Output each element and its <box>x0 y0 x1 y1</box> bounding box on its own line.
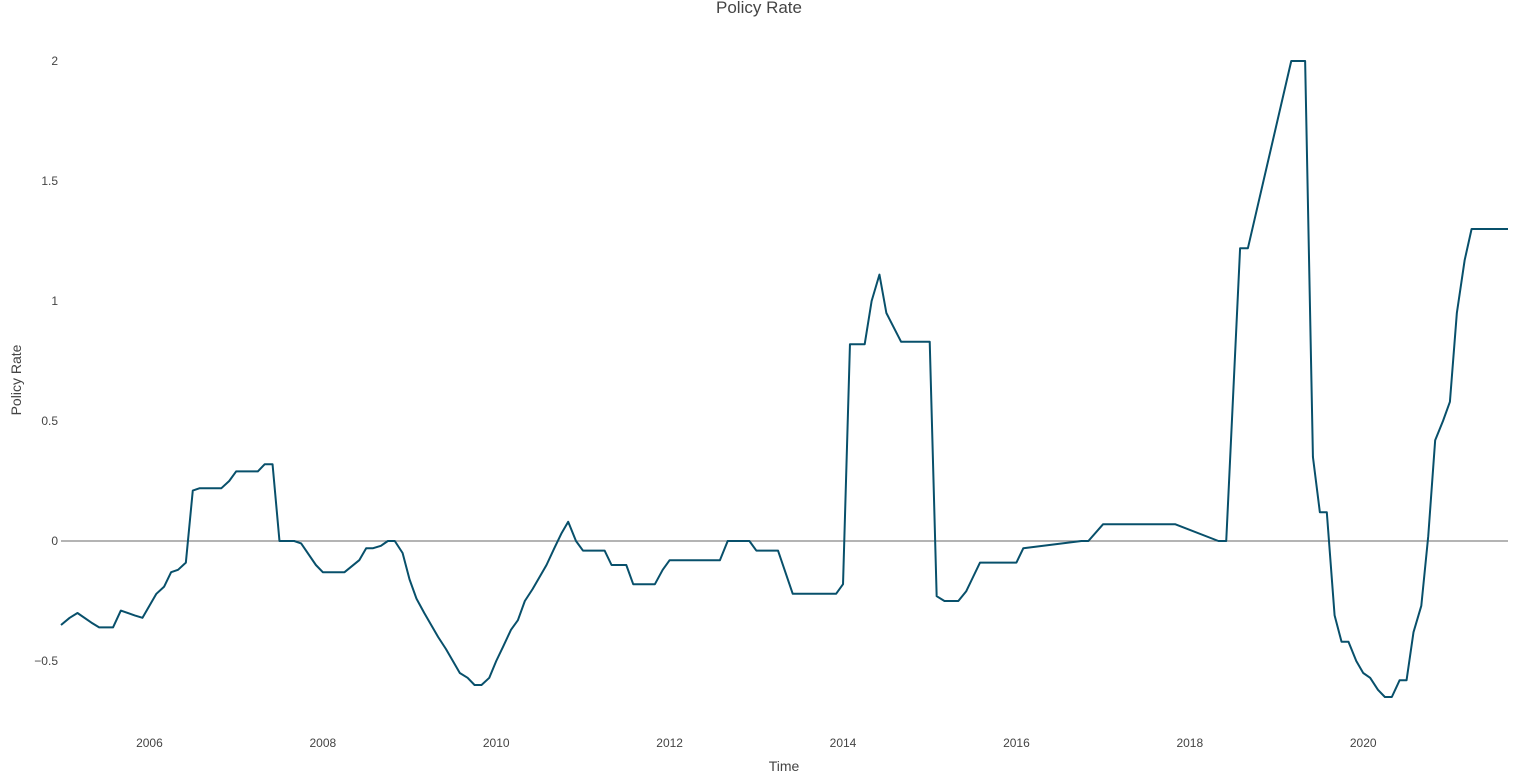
x-tick-label: 2012 <box>656 736 683 750</box>
y-axis-ticks: 2 1.5 1 0.5 0 −0.5 <box>34 54 58 668</box>
x-axis-ticks: 2006 2008 2010 2012 2014 2016 2018 2020 <box>136 736 1377 750</box>
y-tick-label: 0 <box>51 534 58 548</box>
y-tick-label: 0.5 <box>41 414 58 428</box>
y-tick-label: −0.5 <box>34 654 58 668</box>
x-tick-label: 2020 <box>1350 736 1377 750</box>
x-tick-label: 2014 <box>830 736 857 750</box>
x-tick-label: 2018 <box>1176 736 1203 750</box>
plot-area <box>60 60 1508 698</box>
y-tick-label: 2 <box>51 54 58 68</box>
chart-title: Policy Rate <box>716 0 802 17</box>
y-axis-label: Policy Rate <box>8 344 24 415</box>
y-tick-label: 1 <box>51 294 58 308</box>
policy-rate-series-line <box>60 60 1508 698</box>
x-axis-label: Time <box>769 758 800 774</box>
x-tick-label: 2008 <box>309 736 336 750</box>
x-tick-label: 2010 <box>483 736 510 750</box>
x-tick-label: 2016 <box>1003 736 1030 750</box>
y-tick-label: 1.5 <box>41 174 58 188</box>
x-tick-label: 2006 <box>136 736 163 750</box>
